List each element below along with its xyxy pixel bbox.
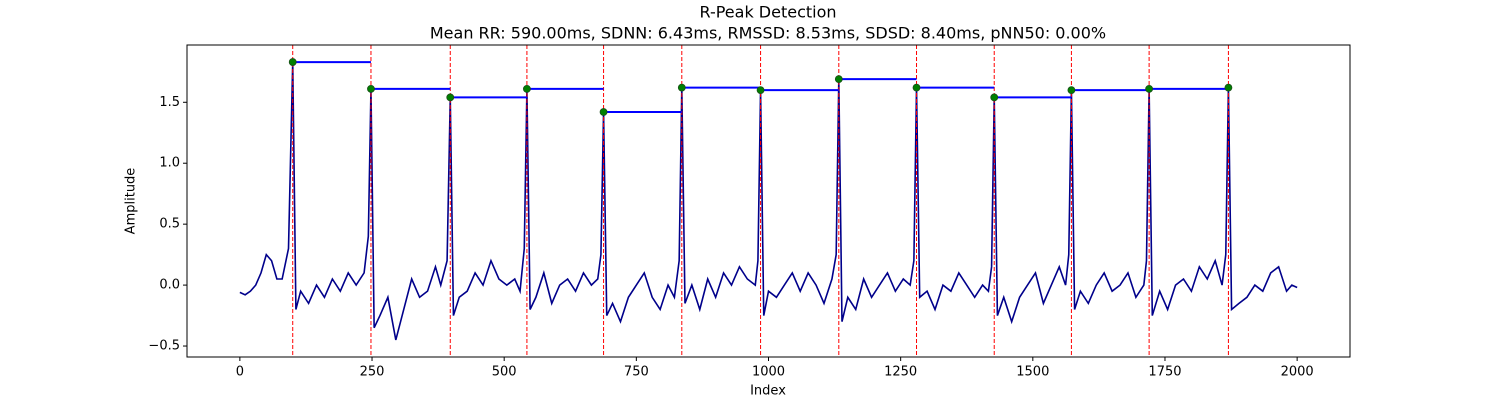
r-peak <box>1067 86 1076 94</box>
r-peak <box>990 93 999 102</box>
x-axis-label: Index <box>750 384 786 399</box>
r-peak <box>1145 84 1154 93</box>
r-peak <box>912 83 921 92</box>
x-tick-label: 2000 <box>1281 365 1314 380</box>
x-tick-label: 500 <box>492 365 517 380</box>
r-peak <box>367 84 375 93</box>
r-peak <box>288 58 297 66</box>
r-peak <box>599 108 608 116</box>
y-axis-label: Amplitude <box>124 168 139 235</box>
r-peak <box>677 83 686 92</box>
y-tick-label: 0.5 <box>159 217 180 232</box>
x-tick-label: 1500 <box>1016 365 1049 380</box>
x-tick-label: 1250 <box>884 365 917 380</box>
r-peak <box>523 84 531 93</box>
plot-frame <box>186 44 1351 358</box>
x-tick-label: 0 <box>236 365 244 380</box>
x-tick-label: 250 <box>360 365 385 380</box>
chart-subtitle: Mean RR: 590.00ms, SDNN: 6.43ms, RMSSD: … <box>430 24 1106 43</box>
chart-title: R-Peak Detection <box>699 3 836 22</box>
y-tick-label: 1.5 <box>159 95 180 110</box>
r-peak <box>1224 83 1233 92</box>
x-tick-label: 1000 <box>752 365 785 380</box>
x-tick-label: 750 <box>624 365 649 380</box>
y-tick-label: −0.5 <box>148 339 180 354</box>
signal-line <box>239 62 1298 341</box>
r-peak <box>446 93 455 102</box>
r-peak <box>834 75 843 84</box>
y-tick-label: 0.0 <box>159 278 180 293</box>
y-tick-label: 1.0 <box>159 156 180 171</box>
r-peak <box>756 86 765 94</box>
x-tick-label: 1750 <box>1148 365 1181 380</box>
